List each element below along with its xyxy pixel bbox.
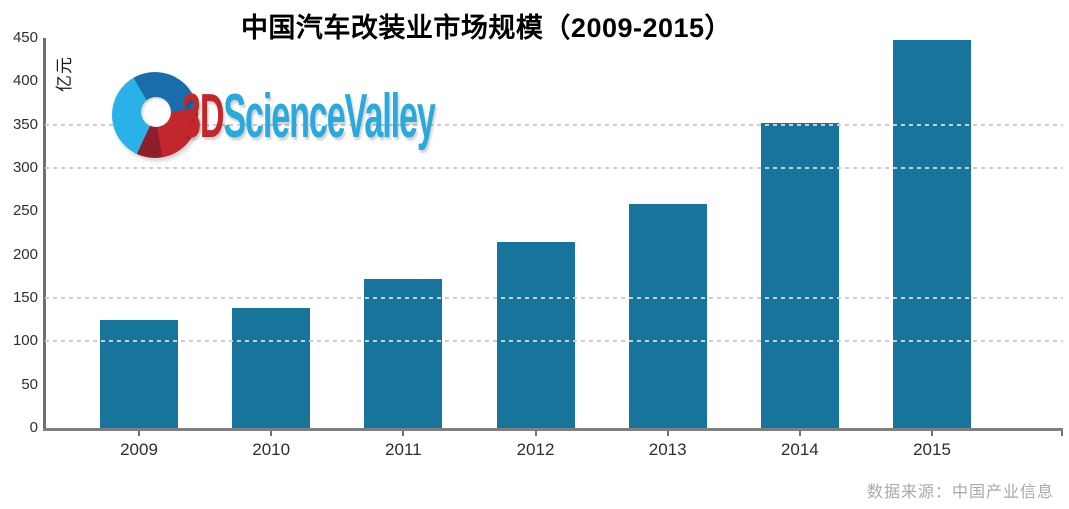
y-tick-label-0: 0: [29, 419, 38, 436]
grid-line-350: [45, 123, 1063, 126]
bar-2009: [100, 320, 178, 428]
y-tick-label-150: 150: [12, 289, 38, 306]
data-source-note: 数据来源：中国产业信息: [866, 484, 1054, 501]
watermark-logo: 3DScienceValley: [112, 72, 442, 162]
bar-2014: [760, 123, 839, 428]
x-tick-mark-2013: [666, 431, 669, 436]
y-tick-label-350: 350: [12, 115, 38, 133]
x-tick-label-2009: 2009: [120, 440, 158, 459]
x-tick-mark-2010: [270, 431, 273, 436]
grid-line-150: [45, 297, 1063, 299]
chart-title: 中国汽车改装业市场规模（2009-2015）: [240, 13, 733, 43]
bar-2013: [628, 204, 707, 428]
y-tick-label-450: 450: [12, 29, 38, 46]
x-tick-mark-2011: [402, 431, 405, 436]
x-tick-mark-axis-end: [1061, 431, 1063, 436]
y-tick-label-250: 250: [12, 202, 38, 220]
swirl-logo-icon: [112, 72, 198, 158]
bar-2015: [893, 40, 972, 428]
y-tick-label-100: 100: [12, 332, 38, 350]
x-tick-label-2013: 2013: [648, 440, 687, 459]
logo-text-sciencevalley: ScienceValley: [223, 82, 435, 151]
x-tick-mark-2014: [798, 431, 801, 436]
y-tick-label-200: 200: [12, 245, 38, 263]
x-tick-label-2014: 2014: [780, 440, 819, 459]
x-tick-label-2012: 2012: [516, 440, 555, 459]
y-axis-line: [43, 38, 46, 431]
bar-2010: [232, 308, 311, 428]
plot-area: [45, 38, 1063, 428]
grid-line-300: [45, 167, 1063, 169]
y-tick-label-50: 50: [21, 375, 38, 393]
grid-line-100: [45, 340, 1063, 343]
bar-2012: [496, 242, 575, 428]
x-tick-label-2011: 2011: [385, 440, 422, 459]
logo-text: 3DScienceValley: [182, 74, 436, 160]
x-tick-mark-2015: [931, 431, 934, 436]
bar-2011: [364, 279, 443, 428]
logo-text-3d: 3D: [182, 82, 224, 151]
x-tick-mark-2009: [138, 431, 140, 436]
x-tick-label-2015: 2015: [913, 440, 951, 459]
y-tick-label-400: 400: [12, 72, 38, 90]
x-tick-label-2010: 2010: [252, 440, 291, 459]
y-tick-label-300: 300: [12, 159, 38, 176]
x-axis-line: [43, 428, 1063, 431]
x-tick-mark-2012: [534, 431, 537, 436]
